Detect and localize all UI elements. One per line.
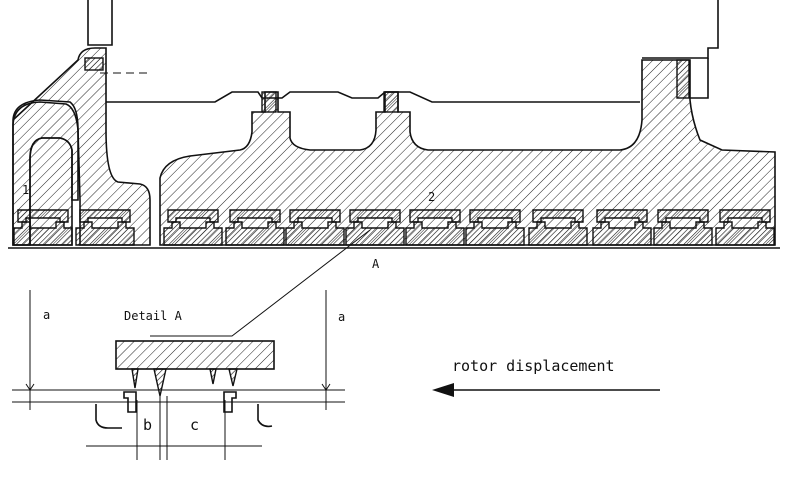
labyrinth-upper-segment <box>409 209 461 223</box>
labyrinth-upper-segment <box>596 209 648 223</box>
seal-label-1: 1 <box>22 183 29 197</box>
detail-seal-strip <box>115 340 275 370</box>
left-insert <box>84 57 104 71</box>
detail-fin-1 <box>131 368 139 389</box>
labyrinth-lower-segment <box>465 221 525 246</box>
labyrinth-upper-segment <box>532 209 584 223</box>
dim-b-label: b <box>143 416 152 434</box>
seal-label-2: 2 <box>428 190 435 204</box>
rotor-displacement-label: rotor displacement <box>452 357 615 375</box>
labyrinth-seal-row <box>13 209 775 246</box>
dim-a-right-label: a <box>338 310 345 324</box>
detail-rotor-tooth-left <box>123 391 137 413</box>
dim-c-label: c <box>190 416 199 434</box>
rotor-body <box>159 59 776 246</box>
labyrinth-upper-segment <box>167 209 219 223</box>
detail-title: Detail A <box>124 309 183 323</box>
labyrinth-lower-segment <box>163 221 223 246</box>
labyrinth-upper-segment <box>289 209 341 223</box>
labyrinth-lower-segment <box>715 221 775 246</box>
detail-a: Detail A a a b c <box>12 229 371 460</box>
dim-a-left-label: a <box>43 308 50 322</box>
dim-a-left-arrow <box>25 380 35 391</box>
detail-rotor-tooth-right <box>223 391 237 413</box>
labyrinth-lower-segment <box>75 221 135 246</box>
labyrinth-upper-segment <box>657 209 709 223</box>
detail-fin-4 <box>228 368 238 387</box>
labyrinth-lower-segment <box>13 221 73 246</box>
labyrinth-upper-segment <box>79 209 131 223</box>
labyrinth-lower-segment <box>345 221 405 246</box>
labyrinth-lower-segment <box>653 221 713 246</box>
labyrinth-lower-segment <box>528 221 588 246</box>
dim-a-right-arrow <box>321 380 331 391</box>
casing-top-wall <box>87 0 113 46</box>
labyrinth-upper-segment <box>719 209 771 223</box>
labyrinth-lower-segment <box>592 221 652 246</box>
left-hook-wall <box>12 101 79 246</box>
casing-assembly <box>12 0 776 246</box>
detail-leader-line <box>150 229 371 337</box>
shroud-outline <box>106 91 640 103</box>
detail-fin-2 <box>153 368 167 397</box>
labyrinth-upper-segment <box>469 209 521 223</box>
labyrinth-upper-segment <box>349 209 401 223</box>
blade-root-end <box>676 59 690 99</box>
detail-rotor-hook-left <box>95 404 122 429</box>
casing-right-step <box>690 58 709 99</box>
detail-fin-3 <box>209 368 217 385</box>
blade-root-left <box>261 91 277 113</box>
labyrinth-lower-segment <box>225 221 285 246</box>
detail-rotor-hook-right <box>257 404 273 428</box>
labyrinth-upper-segment <box>229 209 281 223</box>
casing-right-wall <box>642 0 719 59</box>
labyrinth-lower-segment <box>285 221 345 246</box>
labyrinth-lower-segment <box>405 221 465 246</box>
labyrinth-upper-segment <box>17 209 69 223</box>
detail-marker-a: A <box>372 257 380 271</box>
rotor-displacement-arrow <box>432 383 660 397</box>
blade-root-right <box>383 91 399 113</box>
